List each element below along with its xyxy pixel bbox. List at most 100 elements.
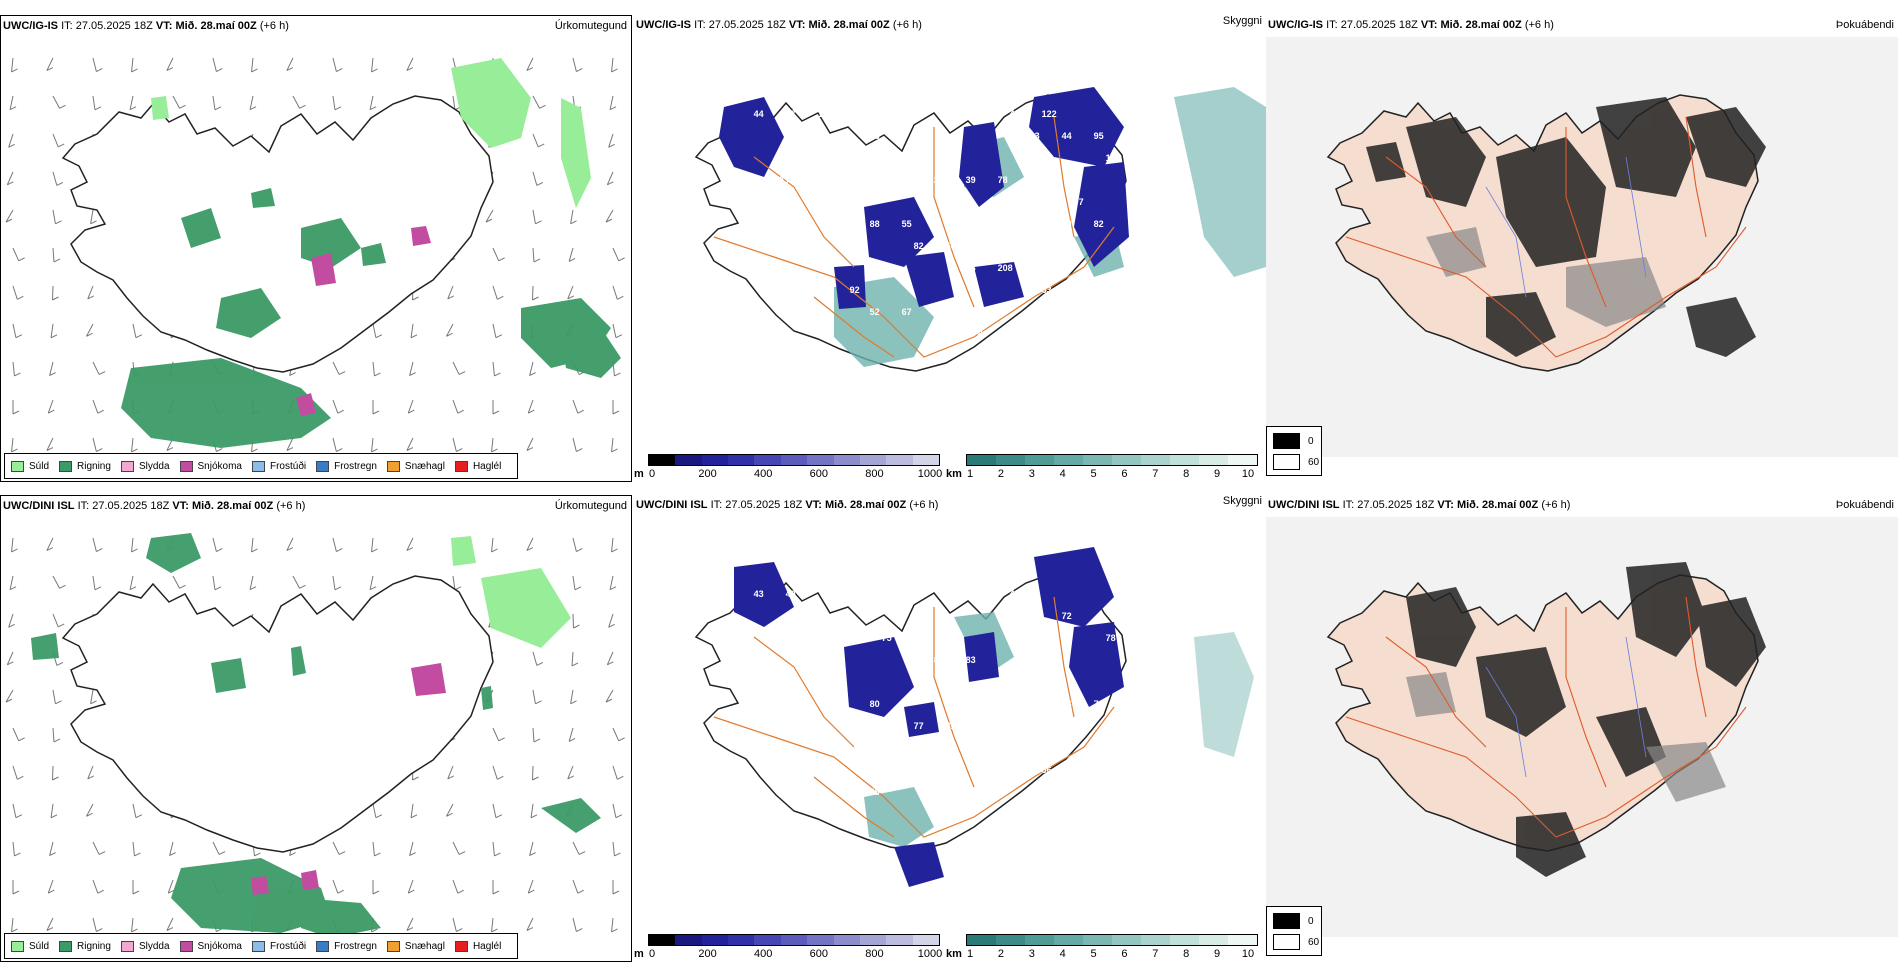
fog-legend-row: 60: [1273, 454, 1319, 470]
model-name: UWC/DINI ISL: [3, 500, 75, 512]
wind-barb: [11, 537, 18, 553]
wind-barb: [452, 841, 466, 856]
wind-barb: [87, 285, 94, 300]
colorbar-bin: [807, 455, 834, 465]
fog-legend-swatch: [1273, 454, 1300, 470]
wind-barb: [612, 841, 621, 857]
colorbar-ticks: 1 2 3 4 5 6 7 8 9 10: [966, 468, 1256, 480]
wind-barb: [371, 537, 378, 553]
wind-barb: [5, 689, 14, 703]
ceiling-label: 46: [1010, 589, 1020, 599]
wind-barb: [12, 400, 20, 415]
ceiling-label: 99: [850, 197, 860, 207]
ceiling-label: 44: [754, 109, 764, 119]
colorbar-bin: [675, 455, 702, 465]
wind-barb: [85, 323, 94, 337]
vt-label: VT:: [155, 20, 173, 32]
ceiling-label: 193: [774, 175, 789, 185]
wind-barb: [332, 437, 343, 453]
wind-barb: [447, 285, 454, 300]
fog-legend: 0 60: [1266, 906, 1322, 956]
wind-barb: [452, 879, 465, 894]
wind-barb: [409, 841, 416, 857]
wind-barb: [249, 95, 257, 111]
wind-barb: [572, 575, 582, 591]
wind-barb: [567, 765, 574, 780]
colorbar-bin: [886, 455, 913, 465]
ceiling-label: 58: [966, 263, 976, 273]
wind-barb: [47, 399, 55, 414]
ceiling-label: 61: [882, 153, 892, 163]
wind-barb: [131, 437, 138, 453]
legend-swatch: [59, 460, 73, 472]
lead-time: (+6 h): [892, 19, 922, 31]
colorbar-bin: [1112, 935, 1141, 945]
road-network: [1345, 116, 1747, 358]
ceiling-label: 83: [934, 655, 944, 665]
wind-barb: [612, 323, 623, 339]
fog-grey-areas: [1406, 672, 1726, 802]
fog-legend-swatch: [1273, 934, 1300, 950]
precip-map: [5, 533, 625, 938]
ceiling-label: 40: [914, 153, 924, 163]
wind-barb: [530, 803, 538, 819]
ceiling-colorbar: 0 200 400 600 800 1000 m: [634, 454, 944, 480]
ceiling-labels: 43 70 66 86 75 78 83 57 48 54 66 77 74 150 73 56 55 52 40 4…: [742, 589, 1116, 819]
panel-header: UWC/DINI ISL IT: 27.05.2025 18Z VT: Mið.…: [1268, 499, 1894, 512]
wind-barb: [612, 247, 625, 262]
colorbar-unit: m: [634, 468, 644, 480]
legend-item-5: Frostregn: [316, 460, 377, 472]
it-label: IT:: [61, 20, 73, 32]
ceiling-label: 193: [818, 677, 833, 687]
legend-item-1: Rigning: [59, 460, 111, 472]
wind-barb: [612, 765, 624, 780]
colorbar-ramp: [966, 934, 1258, 946]
it-label: IT:: [77, 500, 90, 512]
ceiling-label: 73: [1094, 699, 1104, 709]
wind-barb: [492, 247, 505, 262]
init-time: 27.05.2025 18Z: [1340, 19, 1418, 31]
ceiling-areas: [734, 547, 1124, 887]
colorbar-bin: [1025, 455, 1054, 465]
wind-barb: [332, 57, 343, 73]
wind-barb: [570, 209, 577, 225]
colorbar-bin: [967, 455, 996, 465]
wind-barb: [52, 95, 66, 109]
wind-barb: [132, 323, 143, 339]
wind-barb: [251, 537, 258, 553]
ceiling-label: 82: [1094, 219, 1104, 229]
wind-barb: [8, 613, 15, 628]
wind-barb: [572, 399, 585, 414]
colorbar-unit: km: [946, 468, 962, 480]
precip-legend: Súld Rigning Slydda Snjókoma Frostúði Fr…: [4, 453, 519, 479]
colorbar-bin: [1228, 455, 1257, 465]
legend-label: Súld: [29, 940, 50, 952]
ceiling-label: 70: [838, 611, 848, 621]
ceiling-label: 56: [806, 131, 816, 141]
wind-barb: [166, 57, 174, 72]
colorbar-bin: [1083, 455, 1112, 465]
wind-barb: [11, 437, 18, 453]
wind-barb: [529, 361, 536, 377]
wind-barb: [452, 399, 465, 414]
ceiling-label: 67: [902, 307, 912, 317]
ceiling-label: 77: [1074, 197, 1084, 207]
colorbar-ramp: [648, 934, 940, 946]
wind-barb: [529, 841, 536, 857]
colorbar-bin: [649, 935, 676, 945]
lead-time: (+6 h): [909, 499, 939, 511]
fog-index-panel-bottom: UWC/DINI ISL IT: 27.05.2025 18Z VT: Mið.…: [1266, 495, 1898, 962]
ceiling-label: 55: [902, 219, 912, 229]
panel-title: Skyggni: [1222, 495, 1262, 507]
wind-barb: [406, 917, 414, 932]
colorbar-tick-label: 4: [1059, 468, 1066, 480]
colorbar-tick-label: 10: [1241, 468, 1255, 480]
wind-barb: [332, 95, 342, 111]
ceiling-label: 82: [914, 241, 924, 251]
wind-barb: [11, 57, 18, 73]
wind-barb: [131, 917, 138, 933]
it-label: IT:: [694, 19, 706, 31]
wind-barb: [572, 537, 583, 553]
legend-swatch: [11, 460, 24, 472]
precip-type-panel-top: UWC/IG-IS IT: 27.05.2025 18Z VT: Mið. 28…: [0, 15, 632, 482]
